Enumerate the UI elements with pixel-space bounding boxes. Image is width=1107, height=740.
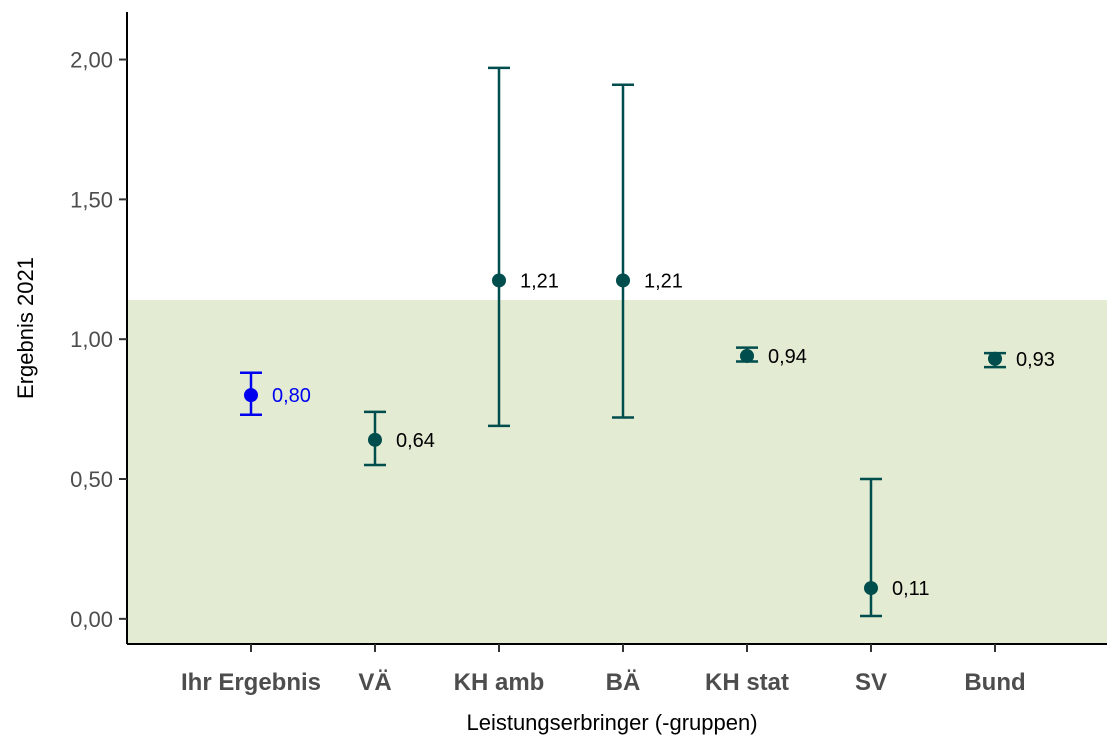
data-point: [368, 432, 382, 447]
data-points-layer: [240, 66, 1006, 618]
data-label: 0,93: [1016, 349, 1055, 371]
data-label: 0,64: [396, 430, 435, 452]
data-point: [492, 273, 506, 288]
y-tick-label: 1,50: [70, 187, 113, 212]
data-point: [740, 348, 754, 363]
y-tick-label: 0,00: [70, 607, 113, 632]
data-label: 0,94: [768, 346, 807, 368]
data-point: [864, 581, 878, 596]
axes: 0,00 0,50 1,00 1,50 2,00 Ihr Ergebnis VÄ KH amb…: [70, 12, 1107, 696]
reference-band: [127, 300, 1107, 644]
y-tick-label: 0,50: [70, 467, 113, 492]
reference-band-layer: [127, 300, 1107, 644]
labels-layer: 0,80 0,64 1,21 1,21 0,94 0,11 0,93: [272, 270, 1055, 600]
y-axis-title: Ergebnis 2021: [13, 257, 38, 399]
x-axis-title: Leistungserbringer (-gruppen): [466, 710, 757, 735]
x-tick-label: KH amb: [454, 669, 545, 696]
y-tick-label: 2,00: [70, 48, 113, 73]
data-label: 1,21: [520, 270, 559, 292]
data-label: 1,21: [644, 270, 683, 292]
x-tick-label: SV: [855, 669, 887, 696]
data-point: [244, 388, 258, 403]
data-point: [616, 273, 630, 288]
x-tick-label: Bund: [964, 669, 1025, 696]
y-tick-label: 1,00: [70, 327, 113, 352]
data-label: 0,11: [892, 578, 929, 600]
x-tick-label: BÄ: [606, 669, 641, 696]
x-tick-label: Ihr Ergebnis: [181, 669, 321, 696]
x-tick-label: VÄ: [358, 669, 391, 696]
data-label: 0,80: [272, 385, 311, 407]
data-point: [988, 351, 1002, 366]
x-tick-label: KH stat: [705, 669, 789, 696]
